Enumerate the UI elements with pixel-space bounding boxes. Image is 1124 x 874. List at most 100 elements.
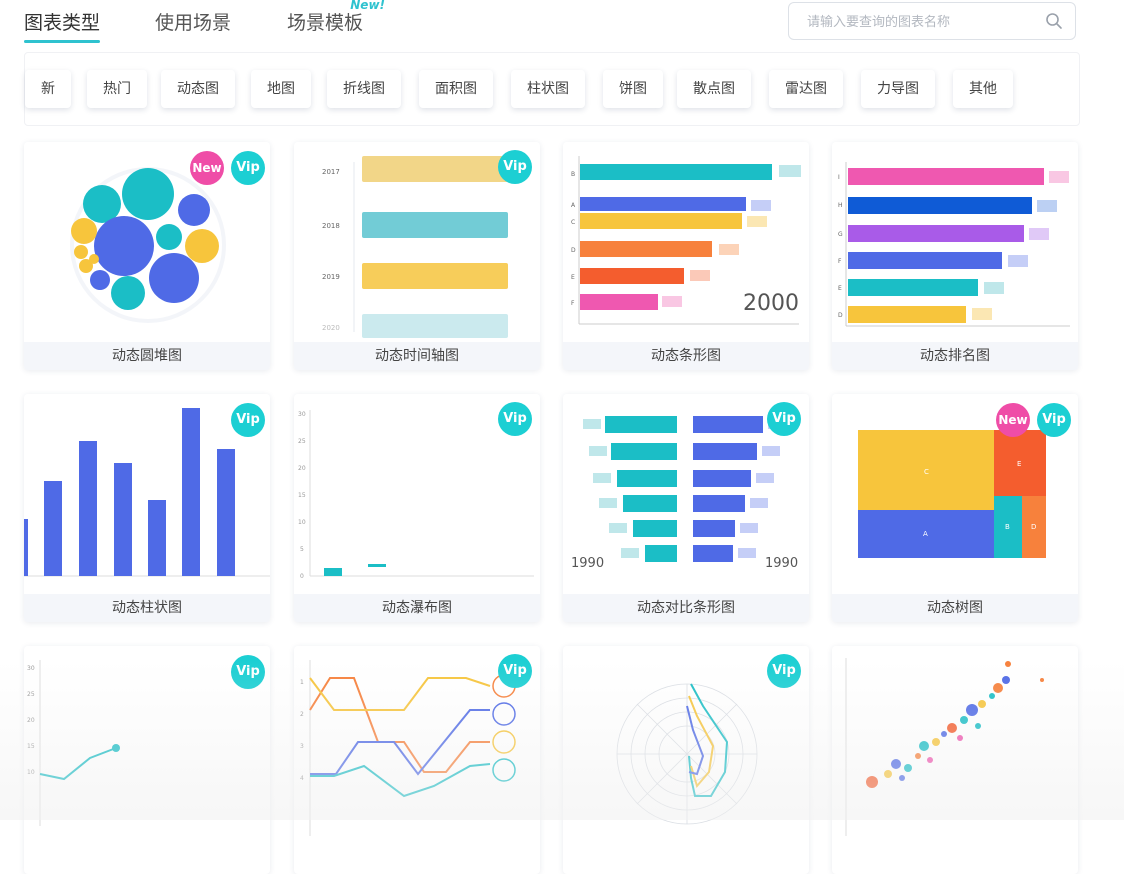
chart-card-dynamic-column[interactable]: Vip 动态柱状图 <box>24 394 270 622</box>
vip-badge: Vip <box>498 402 532 436</box>
tile-label: E <box>1017 460 1021 468</box>
bar-letter: F <box>571 300 575 307</box>
tab-chart-types[interactable]: 图表类型 <box>24 8 101 43</box>
filter-chip-pie[interactable]: 饼图 <box>603 70 663 108</box>
tab-use-cases[interactable]: 使用场景 <box>155 8 231 43</box>
search-input[interactable] <box>805 11 1029 33</box>
bar-letter: A <box>571 202 576 209</box>
axis-tick: 15 <box>298 492 306 499</box>
card-title: 动态条形图 <box>563 342 809 370</box>
vip-badge: Vip <box>767 654 801 688</box>
year-label: 2018 <box>322 222 340 230</box>
year-overlay: 2000 <box>743 291 799 316</box>
bar-letter: F <box>838 258 842 265</box>
tab-scene-templates[interactable]: 场景模板 New! <box>287 0 385 43</box>
card-title: 动态树图 <box>832 594 1078 622</box>
axis-tick: 30 <box>27 665 35 672</box>
vip-badge: Vip <box>498 654 532 688</box>
chart-card-dynamic-timeline[interactable]: 2017 2018 2019 2020 Vip 动态时间轴图 <box>294 142 540 370</box>
axis-tick: 0 <box>300 573 304 580</box>
filter-chip-line[interactable]: 折线图 <box>327 70 401 108</box>
filter-chip-bar[interactable]: 柱状图 <box>511 70 585 108</box>
tile-label: B <box>1005 523 1010 531</box>
year-label: 2017 <box>322 168 340 176</box>
axis-tick: 4 <box>300 775 304 782</box>
comparison-bar-thumbnail: 1990 1990 <box>571 416 798 571</box>
vip-badge: Vip <box>231 151 265 185</box>
axis-tick: 10 <box>27 769 35 776</box>
axis-tick: 15 <box>27 743 35 750</box>
filter-chip-area[interactable]: 面积图 <box>419 70 493 108</box>
chart-card-dynamic-waterfall[interactable]: 30 25 20 15 10 5 0 Vip 动态瀑布图 <box>294 394 540 622</box>
bar-letter: H <box>838 202 843 209</box>
new-badge: New <box>190 151 224 185</box>
card-title: 动态瀑布图 <box>294 594 540 622</box>
filter-chip-force[interactable]: 力导图 <box>861 70 935 108</box>
bar-letter: D <box>838 312 843 319</box>
chart-card-dynamic-comparison-bar[interactable]: 1990 1990 Vip 动态对比条形图 <box>563 394 809 622</box>
ranking-thumbnail: I H G F E D <box>838 162 1070 327</box>
chart-card-dynamic-bump[interactable]: 1 2 3 4 Vip <box>294 646 540 874</box>
card-title: 动态柱状图 <box>24 594 270 622</box>
year-right: 1990 <box>765 556 798 571</box>
vip-badge: Vip <box>767 402 801 436</box>
chart-card-dynamic-treemap[interactable]: C E A B D New Vip 动态树图 <box>832 394 1078 622</box>
tab-label: 图表类型 <box>24 12 101 34</box>
scatter-thumbnail <box>845 658 1044 836</box>
axis-tick: 2 <box>300 711 304 718</box>
bar-letter: D <box>571 247 576 254</box>
axis-tick: 1 <box>300 679 304 686</box>
year-left: 1990 <box>571 556 604 571</box>
chart-card-dynamic-ranking[interactable]: I H G F E D 动态排名图 <box>832 142 1078 370</box>
bar-letter: E <box>571 274 575 281</box>
axis-tick: 25 <box>298 438 306 445</box>
filter-chip-scatter[interactable]: 散点图 <box>677 70 751 108</box>
chart-card-dynamic-bar[interactable]: B A C D E F 2000 动态条形图 <box>563 142 809 370</box>
circle-pack-thumbnail <box>70 167 226 323</box>
chart-card-dynamic-line[interactable]: 30 25 20 15 10 Vip <box>24 646 270 874</box>
bar-letter: C <box>571 219 575 226</box>
tab-label: 场景模板 <box>287 12 364 34</box>
axis-tick: 10 <box>298 519 306 526</box>
new-badge: New <box>996 403 1030 437</box>
search-icon[interactable] <box>1045 12 1063 30</box>
filter-chip-dynamic[interactable]: 动态图 <box>161 70 235 108</box>
chart-card-dynamic-radar[interactable]: Vip <box>563 646 809 874</box>
axis-tick: 3 <box>300 743 304 750</box>
bar-letter: E <box>838 285 842 292</box>
filter-chip-hot[interactable]: 热门 <box>87 70 147 108</box>
axis-tick: 20 <box>27 717 35 724</box>
timeline-thumbnail: 2017 2018 2019 2020 <box>322 156 508 338</box>
year-label: 2019 <box>322 273 340 281</box>
vip-badge: Vip <box>1037 403 1071 437</box>
new-badge: New! <box>350 0 386 12</box>
chart-card-dynamic-scatter[interactable] <box>832 646 1078 874</box>
vip-badge: Vip <box>231 655 265 689</box>
chart-card-dynamic-circle-pack[interactable]: New Vip 动态圆堆图 <box>24 142 270 370</box>
card-title: 动态圆堆图 <box>24 342 270 370</box>
column-thumbnail <box>24 408 270 577</box>
card-title: 动态排名图 <box>832 342 1078 370</box>
axis-tick: 20 <box>298 465 306 472</box>
filter-chip-radar[interactable]: 雷达图 <box>769 70 843 108</box>
filter-chip-bar: 新 热门 动态图 地图 折线图 面积图 柱状图 饼图 散点图 雷达图 力导图 其… <box>24 52 1080 126</box>
tile-label: C <box>924 468 929 476</box>
axis-tick: 25 <box>27 691 35 698</box>
card-title: 动态时间轴图 <box>294 342 540 370</box>
tab-label: 使用场景 <box>155 12 232 34</box>
filter-chip-other[interactable]: 其他 <box>953 70 1013 108</box>
filter-chip-map[interactable]: 地图 <box>251 70 311 108</box>
waterfall-thumbnail: 30 25 20 15 10 5 0 <box>298 410 534 580</box>
bar-letter: B <box>571 171 575 178</box>
bar-letter: G <box>838 231 843 238</box>
chart-search-box <box>788 2 1076 40</box>
filter-chip-new[interactable]: 新 <box>25 70 71 108</box>
tile-label: A <box>923 530 928 538</box>
card-title: 动态对比条形图 <box>563 594 809 622</box>
treemap-thumbnail: C E A B D <box>858 430 1046 558</box>
axis-tick: 30 <box>298 411 306 418</box>
year-label: 2020 <box>322 324 340 332</box>
bar-letter: I <box>838 174 840 181</box>
vip-badge: Vip <box>498 150 532 184</box>
axis-tick: 5 <box>300 546 304 553</box>
